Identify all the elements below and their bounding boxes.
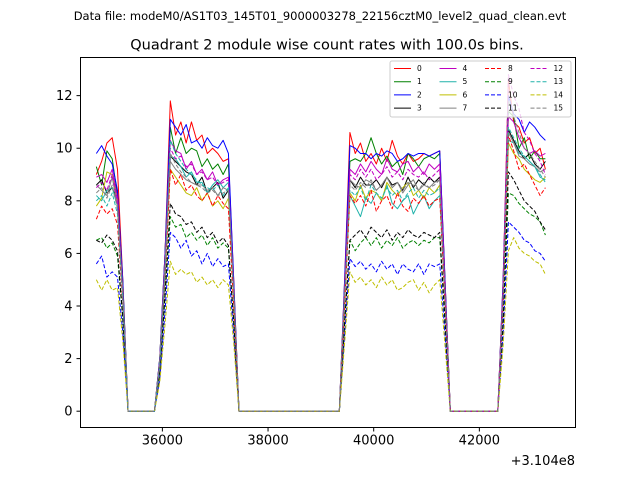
legend-label-5: 5: [463, 77, 468, 86]
legend-label-11: 11: [508, 104, 518, 113]
series-line-14: [95, 237, 546, 412]
y-tick-label: 12: [56, 89, 73, 104]
legend-label-1: 1: [417, 77, 422, 86]
x-tick-label: 42000: [459, 434, 500, 449]
chart-title: Quadrant 2 module wise count rates with …: [130, 38, 524, 54]
legend-label-10: 10: [508, 90, 518, 99]
legend-box: [389, 60, 572, 118]
plot-area: [80, 57, 576, 428]
y-tick-label: 6: [64, 247, 72, 262]
legend-label-12: 12: [554, 64, 564, 73]
series-line-12: [95, 74, 546, 412]
legend-label-14: 14: [554, 90, 564, 99]
data-file-caption: Data file: modeM0/AS1T03_145T01_90000032…: [74, 9, 567, 23]
legend-label-6: 6: [463, 90, 468, 99]
x-tick-label: 38000: [247, 434, 288, 449]
x-axis-offset-label: +3.104e8: [511, 454, 575, 469]
y-tick-label: 10: [56, 142, 73, 157]
legend-label-8: 8: [508, 64, 513, 73]
legend-label-13: 13: [554, 77, 564, 86]
legend-label-2: 2: [417, 90, 422, 99]
legend-label-3: 3: [417, 104, 422, 113]
y-tick-label: 2: [64, 352, 72, 367]
legend-label-7: 7: [463, 104, 468, 113]
y-tick-label: 4: [64, 300, 72, 315]
legend-label-9: 9: [508, 77, 513, 86]
y-tick-label: 8: [64, 194, 72, 209]
axes-frame: [80, 57, 576, 428]
x-axis: 36000 38000 40000 42000: [142, 427, 500, 449]
series-line-11: [96, 171, 546, 412]
series-line-15: [95, 100, 546, 412]
x-tick-label: 40000: [353, 434, 394, 449]
x-tick-label: 36000: [142, 434, 183, 449]
legend-label-15: 15: [554, 104, 564, 113]
legend-label-0: 0: [417, 64, 422, 73]
series-layer: [95, 74, 546, 412]
legend-label-4: 4: [463, 64, 468, 73]
series-line-13: [95, 126, 546, 412]
y-axis: 0 2 4 6 8 10 12: [56, 89, 81, 420]
y-tick-label: 0: [64, 405, 72, 420]
